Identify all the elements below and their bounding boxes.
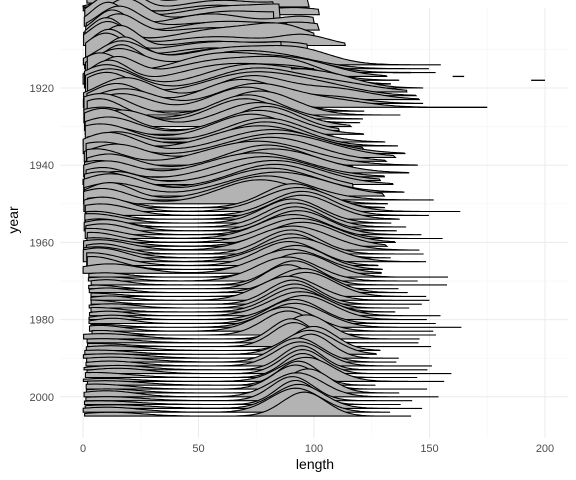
ridge-1962 — [83, 225, 420, 251]
ridge-1996 — [82, 356, 445, 382]
x-axis-title: length — [296, 456, 334, 472]
ridge-1976 — [90, 279, 422, 305]
y-tick-label: 1980 — [30, 315, 54, 327]
ridge-1986 — [86, 318, 419, 344]
ridge-2005 — [84, 391, 412, 417]
ridge-1952 — [83, 186, 461, 213]
x-tick-label: 150 — [420, 443, 438, 455]
ridge-2001 — [85, 376, 413, 402]
ridge-1984 — [91, 310, 436, 336]
y-tick-label: 1960 — [30, 237, 54, 249]
ridge-2003 — [84, 383, 423, 409]
ridge-1980 — [88, 295, 427, 321]
ridge-1994 — [86, 349, 452, 375]
x-axis-ticks: 0 50 100 150 200 — [80, 443, 554, 455]
ridge-1975 — [90, 275, 430, 301]
y-tick-label: 2000 — [30, 392, 54, 404]
x-tick-label: 0 — [80, 443, 86, 455]
ridge-series — [82, 0, 462, 417]
x-tick-label: 100 — [305, 443, 323, 455]
isolated-segments — [290, 68, 545, 108]
ridge-1965 — [82, 237, 427, 263]
ridge-1983 — [88, 306, 434, 332]
y-tick-label: 1920 — [30, 83, 54, 95]
ridge-1959 — [84, 213, 443, 240]
ridge-1979 — [88, 291, 441, 317]
y-axis-title: year — [5, 206, 21, 234]
y-tick-label: 1940 — [30, 160, 54, 172]
ridge-1970 — [87, 256, 418, 282]
ridge-1987 — [87, 322, 432, 348]
ridge-1993 — [83, 345, 428, 371]
x-tick-label: 50 — [192, 443, 204, 455]
ridge-1998 — [85, 364, 428, 390]
y-axis-ticks: 1920 1940 1960 1980 2000 — [30, 83, 54, 404]
x-tick-label: 200 — [536, 443, 554, 455]
ridge-1992 — [85, 341, 432, 367]
ridge-1985 — [83, 314, 420, 340]
